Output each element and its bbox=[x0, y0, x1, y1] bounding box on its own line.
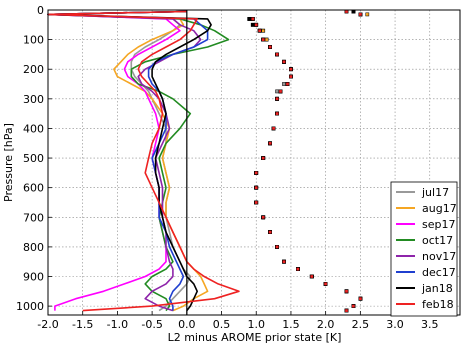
y-axis-ticks: 0 100 200 300 400 500 600 700 800 900 1000 bbox=[16, 4, 52, 313]
y-tick-label: 600 bbox=[23, 182, 44, 195]
y-tick-label: 900 bbox=[23, 271, 44, 284]
legend-label-nov17: nov17 bbox=[422, 250, 456, 263]
series-line-feb18 bbox=[47, 10, 240, 312]
legend-label-oct17: oct17 bbox=[422, 234, 453, 247]
legend-label-feb18: feb18 bbox=[422, 298, 454, 311]
std-marker-feb18 bbox=[268, 141, 272, 146]
x-tick-label: 2.0 bbox=[317, 318, 335, 331]
std-marker-feb18 bbox=[275, 111, 279, 116]
x-tick-label: 2.5 bbox=[352, 318, 370, 331]
std-marker-jul17 bbox=[275, 89, 279, 94]
std-marker-feb18 bbox=[309, 274, 314, 279]
std-marker-feb18 bbox=[261, 37, 266, 42]
std-marker-feb18 bbox=[275, 52, 279, 57]
std-marker-feb18 bbox=[296, 267, 300, 271]
std-marker-feb18 bbox=[285, 82, 290, 86]
std-marker-aug17 bbox=[264, 37, 269, 42]
series-line-sep17 bbox=[47, 10, 187, 311]
std-marker-feb18 bbox=[278, 89, 283, 94]
std-marker-feb18 bbox=[358, 296, 363, 301]
x-tick-label: -1.5 bbox=[72, 318, 93, 331]
x-tick-label: 3.0 bbox=[386, 318, 404, 331]
series-line-aug17 bbox=[47, 10, 209, 312]
y-tick-label: 800 bbox=[23, 241, 44, 254]
x-axis-label: L2 minus AROME prior state [K] bbox=[168, 331, 342, 343]
std-marker-feb18 bbox=[254, 171, 259, 175]
std-marker-feb18 bbox=[344, 289, 349, 294]
std-marker-feb18 bbox=[250, 17, 255, 21]
plot-frame bbox=[47, 9, 461, 316]
y-tick-label: 400 bbox=[23, 122, 44, 135]
std-marker-feb18 bbox=[275, 245, 279, 249]
legend-label-dec17: dec17 bbox=[422, 266, 456, 279]
y-tick-label: 300 bbox=[23, 93, 44, 106]
std-marker-feb18 bbox=[254, 200, 259, 205]
std-marker-feb18 bbox=[358, 12, 363, 17]
x-tick-label: 3.5 bbox=[421, 318, 439, 331]
x-tick-label: 1.0 bbox=[247, 318, 265, 331]
series-line-nov17 bbox=[47, 10, 202, 312]
std-marker-feb18 bbox=[271, 126, 276, 131]
x-axis-ticks: -2.0 -1.5 -1.0 -0.5 0.0 0.5 1.0 1.5 2.0 2.5 3.0 3.5 bbox=[37, 311, 439, 331]
std-marker-jul17 bbox=[282, 82, 286, 86]
y-tick-label: 100 bbox=[23, 34, 44, 47]
y-axis-label: Pressure [hPa] bbox=[2, 123, 15, 202]
y-tick-label: 700 bbox=[23, 211, 44, 224]
std-marker-feb18 bbox=[257, 28, 262, 33]
x-tick-label: -1.0 bbox=[107, 318, 128, 331]
y-tick-label: 1000 bbox=[16, 300, 44, 313]
std-marker-aug17 bbox=[261, 28, 266, 33]
y-tick-label: 0 bbox=[37, 4, 44, 17]
std-marker-jan18 bbox=[247, 17, 252, 21]
y-tick-label: 500 bbox=[23, 152, 44, 165]
std-marker-feb18 bbox=[289, 74, 293, 79]
x-tick-label: -0.5 bbox=[141, 318, 162, 331]
legend-box bbox=[390, 181, 458, 317]
legend-label-jul17: jul17 bbox=[421, 186, 449, 199]
legend-label-aug17: aug17 bbox=[422, 202, 457, 215]
std-marker-jan18 bbox=[250, 22, 255, 27]
legend-label-jan18: jan18 bbox=[421, 282, 453, 295]
std-marker-feb18 bbox=[323, 282, 328, 286]
x-tick-label: 1.5 bbox=[282, 318, 300, 331]
x-tick-label: 0.5 bbox=[213, 318, 231, 331]
std-marker-aug17 bbox=[365, 12, 370, 17]
x-tick-label: -2.0 bbox=[37, 318, 58, 331]
std-marker-feb18 bbox=[261, 156, 266, 160]
legend: jul17 aug17 sep17 oct17 nov17 dec17 jan18 feb18 bbox=[390, 181, 458, 317]
y-tick-label: 200 bbox=[23, 63, 44, 76]
x-tick-label: 0.0 bbox=[178, 318, 196, 331]
legend-label-sep17: sep17 bbox=[422, 218, 455, 231]
std-marker-feb18 bbox=[261, 215, 266, 220]
std-marker-feb18 bbox=[344, 308, 349, 313]
std-marker-feb18 bbox=[282, 59, 286, 64]
std-marker-feb18 bbox=[254, 22, 259, 27]
std-marker-feb18 bbox=[268, 45, 272, 49]
series-line-dec17 bbox=[47, 10, 209, 311]
series-line-oct17 bbox=[47, 10, 230, 312]
std-marker-feb18 bbox=[254, 185, 259, 190]
std-marker-feb18 bbox=[268, 230, 272, 234]
std-marker-feb18 bbox=[282, 259, 286, 264]
std-marker-feb18 bbox=[289, 67, 293, 72]
std-markers bbox=[247, 9, 370, 313]
std-marker-feb18 bbox=[275, 96, 279, 101]
series-lines bbox=[47, 10, 240, 312]
std-marker-feb18 bbox=[351, 304, 356, 308]
